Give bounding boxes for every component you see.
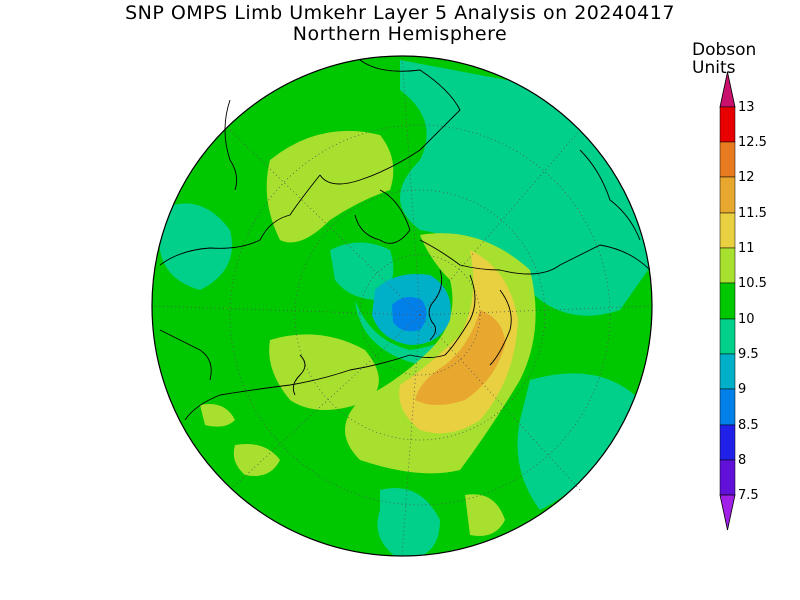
- colorbar-band-8.5-9: [719, 388, 736, 426]
- map-subtitle: Northern Hemisphere: [292, 23, 508, 45]
- colorbar-tick: 13: [738, 100, 755, 115]
- field-lightgreen-blob1: [233, 444, 280, 476]
- colorbar: [719, 71, 736, 531]
- colorbar-tick: 12: [738, 170, 755, 185]
- colorbar-unit-line1: Dobson: [692, 40, 757, 60]
- field-teal-south: [377, 488, 440, 556]
- colorbar-band-10.5-11: [719, 247, 736, 284]
- colorbar-bottom-arrow: [719, 494, 736, 531]
- field-orange: [415, 310, 505, 405]
- field-lightgreen-blob2: [465, 494, 505, 536]
- colorbar-band-11-11.5: [719, 212, 736, 249]
- colorbar-unit-line2: Units: [692, 58, 736, 78]
- colorbar-tick: 9.5: [738, 347, 759, 362]
- field-blue-low: [392, 296, 427, 332]
- colorbar-band-12.5-13: [719, 106, 736, 143]
- map-title: SNP OMPS Limb Umkehr Layer 5 Analysis on…: [125, 2, 675, 24]
- colorbar-tick: 8: [738, 453, 747, 468]
- colorbar-band-8-8.5: [719, 424, 736, 461]
- colorbar-band-12-12.5: [719, 141, 736, 178]
- colorbar-tick: 10: [738, 312, 755, 327]
- field-lightgreen-north: [266, 130, 394, 243]
- colorbar-tick: 11: [738, 241, 755, 256]
- colorbar-band-9-9.5: [719, 353, 736, 390]
- field-lightgreen-southwest: [269, 334, 379, 410]
- field-teal-southeast: [517, 373, 640, 510]
- colorbar-tick: 7.5: [738, 488, 759, 503]
- field-teal-west: [160, 203, 232, 290]
- map-boundary: [151, 55, 653, 557]
- coastlines: [159, 59, 651, 421]
- colorbar-band-11.5-12: [719, 176, 736, 214]
- colorbar-tick: 8.5: [738, 418, 759, 433]
- colorbar-band-10-10.5: [719, 282, 736, 320]
- colorbar-band-7.5-8: [719, 459, 736, 496]
- colorbar-tick: 10.5: [738, 276, 767, 291]
- field-lightgreen-blob3: [200, 404, 235, 427]
- colorbar-tick: 12.5: [738, 135, 767, 150]
- colorbar-band-9.5-10: [719, 318, 736, 355]
- colorbar-tick: 9: [738, 382, 747, 397]
- graticule: [151, 55, 653, 557]
- colorbar-tick: 11.5: [738, 206, 767, 221]
- field-teal-arctic: [330, 242, 394, 300]
- ozone-field: [152, 56, 652, 556]
